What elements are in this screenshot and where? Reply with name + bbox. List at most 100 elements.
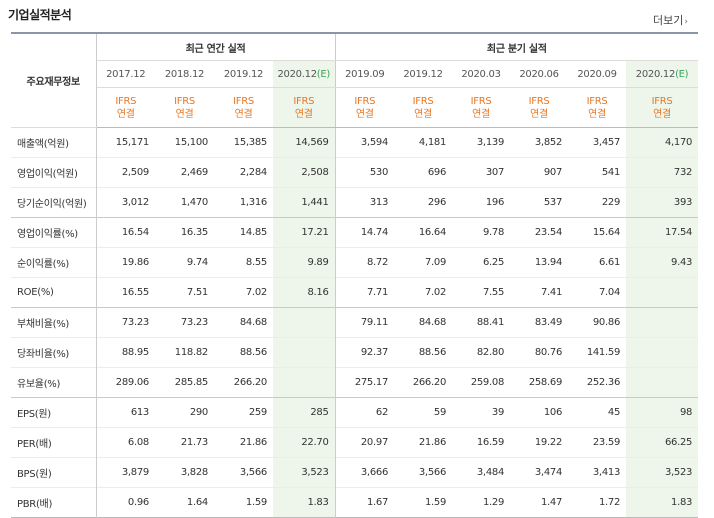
table-cell: 15,171 xyxy=(115,137,150,148)
row-label: 당좌비율(%) xyxy=(11,337,97,368)
table-cell: 19.22 xyxy=(534,437,563,448)
table-cell: 16.35 xyxy=(180,227,208,238)
period-label: 2020.06 xyxy=(519,68,559,80)
ifrs-label: IFRS xyxy=(651,95,673,107)
ifrs-label: IFRS xyxy=(586,95,608,107)
period-label: 2020.09 xyxy=(577,68,617,80)
table-cell: 3,413 xyxy=(592,467,621,478)
table-cell: 1,470 xyxy=(180,197,208,208)
consolidated-label: 연결 xyxy=(653,108,671,120)
table-cell: 84.68 xyxy=(239,317,267,328)
period-label: 2020.12 xyxy=(277,68,318,80)
ifrs-badge: IFRS 연결 xyxy=(155,87,214,128)
ifrs-label: IFRS xyxy=(115,95,137,107)
row-label-header: 주요재무정보 xyxy=(11,32,97,128)
table-cell: 88.56 xyxy=(239,347,267,358)
ifrs-badge: IFRS 연결 xyxy=(335,87,395,128)
more-link[interactable]: 더보기› xyxy=(653,12,688,28)
table-cell xyxy=(626,367,699,398)
table-cell: 82.80 xyxy=(476,347,505,358)
table-cell: 16.55 xyxy=(121,287,149,298)
row-label: 부채비율(%) xyxy=(11,307,97,338)
annual-group-header: 최근 연간 실적 xyxy=(96,32,336,61)
ifrs-badge: IFRS 연결 xyxy=(452,87,511,128)
table-row: ROE(%) 16.55 7.51 7.02 8.16 7.71 7.02 7.55 7.41 7… xyxy=(11,277,699,308)
table-cell: 88.41 xyxy=(476,317,505,328)
period-header: 2020.12(E) xyxy=(626,60,699,88)
table-cell: 7.09 xyxy=(424,257,447,268)
table-cell xyxy=(273,307,336,338)
table-cell: 3,484 xyxy=(476,467,505,478)
table-cell: 313 xyxy=(369,197,389,208)
ifrs-badge: IFRS 연결 xyxy=(394,87,453,128)
table-cell xyxy=(626,337,699,368)
table-row: 유보율(%) 289.06 285.85 266.20 275.17 266.20 259.… xyxy=(11,367,699,398)
table-cell: 23.59 xyxy=(592,437,621,448)
table-row: PER(배) 6.08 21.73 21.86 22.70 20.97 21.86 16.59… xyxy=(11,427,699,458)
table-cell: 13.94 xyxy=(534,257,563,268)
table-cell: 17.54 xyxy=(626,217,699,248)
consolidated-label: 연결 xyxy=(234,108,253,120)
table-cell: 3,012 xyxy=(121,197,149,208)
ifrs-label: IFRS xyxy=(354,95,376,107)
table-cell: 84.68 xyxy=(418,317,447,328)
table-cell: 15,100 xyxy=(174,137,209,148)
table-cell: 141.59 xyxy=(586,347,621,358)
table-cell: 307 xyxy=(485,167,505,178)
table-cell: 83.49 xyxy=(534,317,563,328)
period-header: 2018.12 xyxy=(155,60,214,88)
table-cell: 106 xyxy=(543,407,563,418)
table-cell: 73.23 xyxy=(180,317,208,328)
table-cell: 1,441 xyxy=(273,187,336,218)
table-row: 영업이익률(%) 16.54 16.35 14.85 17.21 14.74 16.64 9.… xyxy=(11,217,699,248)
estimate-mark: (E) xyxy=(675,68,689,80)
table-cell: 14,569 xyxy=(273,127,336,158)
table-cell: 92.37 xyxy=(360,347,389,358)
table-cell: 7.51 xyxy=(186,287,208,298)
table-cell: 3,852 xyxy=(534,137,563,148)
table-cell: 9.78 xyxy=(482,227,505,238)
ifrs-badge: IFRS 연결 xyxy=(626,87,699,128)
table-cell: 196 xyxy=(485,197,505,208)
table-cell: 66.25 xyxy=(626,427,699,458)
row-label: BPS(원) xyxy=(11,457,97,488)
table-cell: 696 xyxy=(427,167,447,178)
table-cell: 7.55 xyxy=(482,287,505,298)
ifrs-badge: IFRS 연결 xyxy=(568,87,627,128)
table-row: EPS(원) 613 290 259 285 62 59 39 106 45 98 xyxy=(11,397,699,428)
table-cell: 16.59 xyxy=(476,437,505,448)
table-cell: 59 xyxy=(433,407,447,418)
table-cell: 3,139 xyxy=(476,137,505,148)
table-cell: 266.20 xyxy=(233,377,268,388)
table-cell: 530 xyxy=(369,167,389,178)
table-cell: 7.41 xyxy=(540,287,563,298)
table-cell: 45 xyxy=(607,407,621,418)
row-label: PER(배) xyxy=(11,427,97,458)
table-cell: 7.71 xyxy=(366,287,389,298)
table-cell: 2,469 xyxy=(180,167,208,178)
consolidated-label: 연결 xyxy=(175,108,194,120)
consolidated-label: 연결 xyxy=(588,108,606,120)
table-cell: 266.20 xyxy=(412,377,447,388)
period-header: 2019.09 xyxy=(335,60,395,88)
table-cell: 4,181 xyxy=(418,137,447,148)
chevron-right-icon: › xyxy=(684,17,688,27)
row-label: EPS(원) xyxy=(11,397,97,428)
table-cell: 3,566 xyxy=(239,467,267,478)
table-row: 당기순이익(억원) 3,012 1,470 1,316 1,441 313 296 196 53… xyxy=(11,187,699,218)
table-cell: 7.04 xyxy=(598,287,621,298)
table-cell: 16.64 xyxy=(418,227,447,238)
table-row: 부채비율(%) 73.23 73.23 84.68 79.11 84.68 88.41 83.… xyxy=(11,307,699,338)
ifrs-badge: IFRS 연결 xyxy=(96,87,155,128)
row-label: ROE(%) xyxy=(11,277,97,308)
period-header: 2017.12 xyxy=(96,60,155,88)
period-header: 2020.12(E) xyxy=(273,60,336,88)
ifrs-label: IFRS xyxy=(174,95,195,107)
table-cell: 88.95 xyxy=(121,347,149,358)
table-cell: 2,284 xyxy=(239,167,267,178)
table-cell: 14.85 xyxy=(239,227,267,238)
table-cell: 285.85 xyxy=(174,377,209,388)
table-cell: 21.86 xyxy=(418,437,447,448)
table-cell: 289.06 xyxy=(115,377,150,388)
table-cell: 21.86 xyxy=(239,437,267,448)
